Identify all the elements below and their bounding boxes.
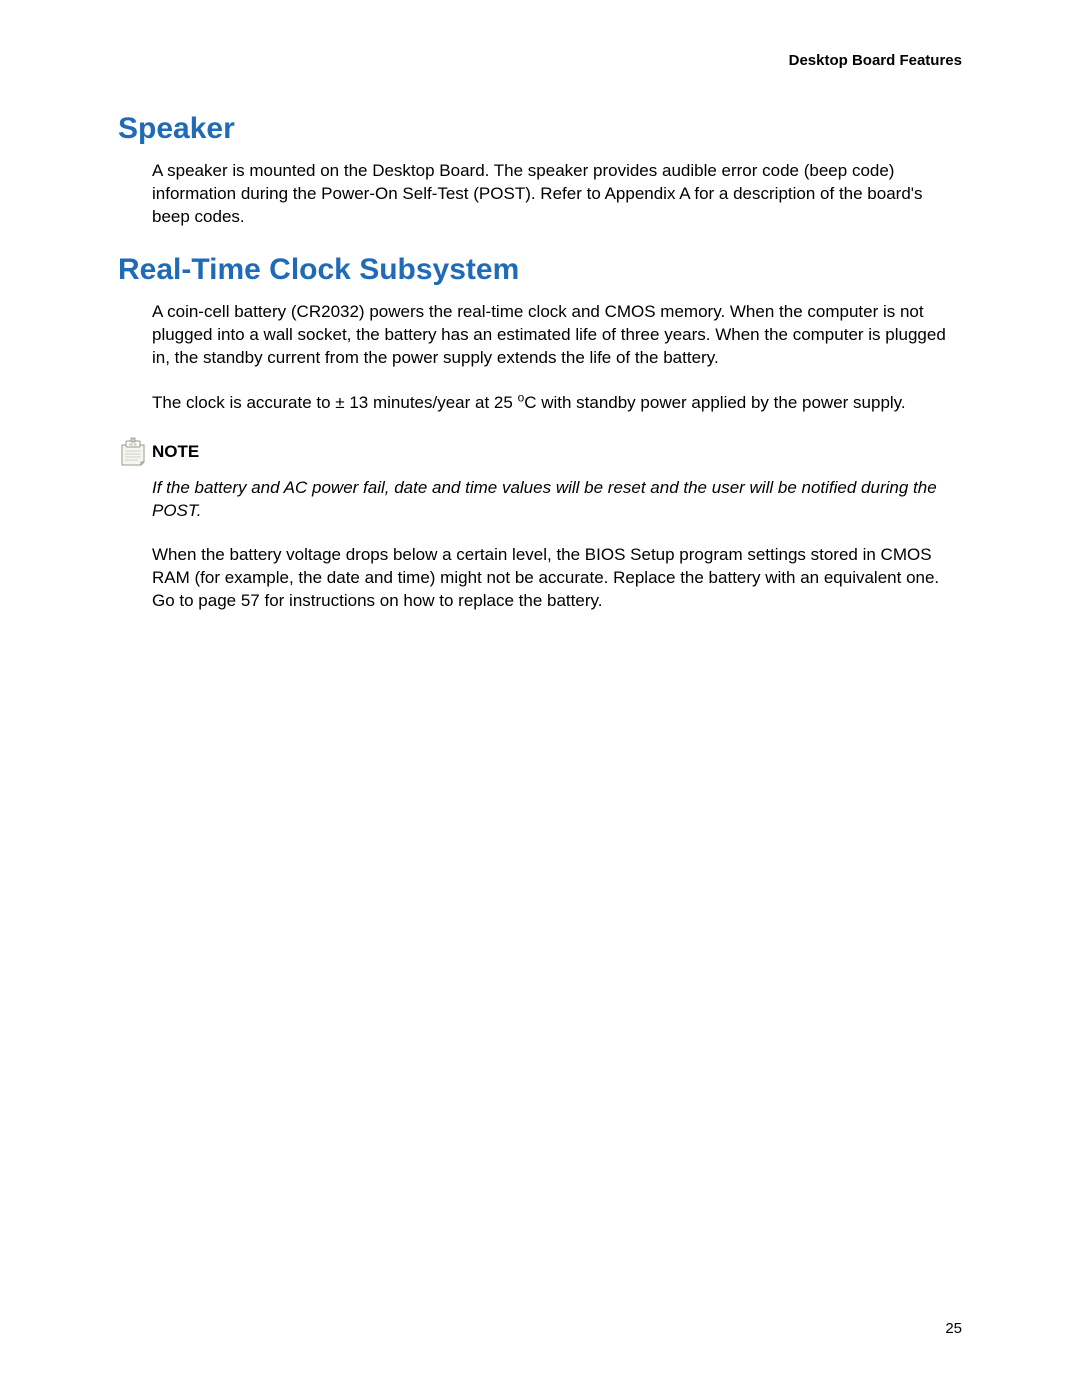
header-right: Desktop Board Features: [789, 52, 962, 69]
page: Desktop Board Features Speaker A speaker…: [0, 0, 1080, 1397]
heading-speaker: Speaker: [118, 112, 962, 146]
note-body: If the battery and AC power fail, date a…: [152, 477, 962, 523]
note-row: NOTE NOTE: [118, 437, 962, 467]
page-number: 25: [945, 1320, 962, 1337]
paragraph-speaker-1: A speaker is mounted on the Desktop Boar…: [152, 160, 962, 229]
note-icon: NOTE: [118, 437, 146, 467]
paragraph-rtc-2-pre: The clock is accurate to ± 13 minutes/ye…: [152, 393, 518, 412]
paragraph-rtc-1: A coin-cell battery (CR2032) powers the …: [152, 301, 962, 370]
heading-rtc: Real-Time Clock Subsystem: [118, 253, 962, 287]
svg-text:NOTE: NOTE: [129, 442, 138, 446]
note-label: NOTE: [152, 442, 199, 462]
paragraph-rtc-3: When the battery voltage drops below a c…: [152, 544, 962, 613]
content: Speaker A speaker is mounted on the Desk…: [118, 112, 962, 635]
paragraph-rtc-2: The clock is accurate to ± 13 minutes/ye…: [152, 392, 962, 415]
paragraph-rtc-2-post: C with standby power applied by the powe…: [524, 393, 905, 412]
